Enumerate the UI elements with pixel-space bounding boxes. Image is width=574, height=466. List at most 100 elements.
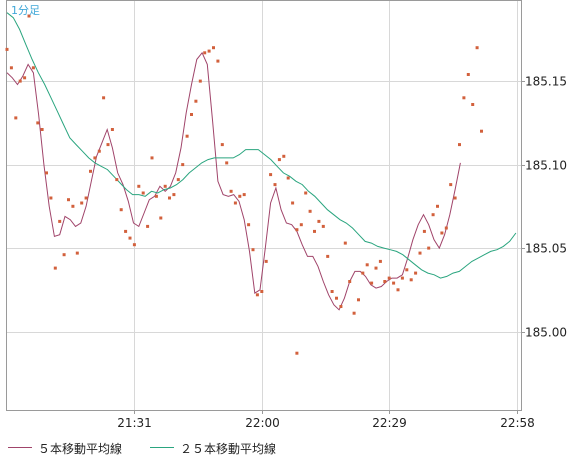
price-point <box>102 96 106 100</box>
price-point <box>260 290 264 293</box>
price-point <box>128 236 132 240</box>
price-point <box>365 263 369 267</box>
price-point <box>159 216 163 220</box>
price-point <box>229 189 233 193</box>
price-point <box>299 223 303 227</box>
price-point <box>106 143 110 147</box>
price-point <box>71 204 75 208</box>
price-point <box>400 276 404 280</box>
price-point <box>18 79 22 83</box>
price-point <box>194 99 198 103</box>
price-point <box>75 251 79 255</box>
price-point <box>427 246 431 250</box>
price-point <box>115 178 119 182</box>
price-point <box>422 229 426 233</box>
price-point <box>93 156 97 160</box>
price-point <box>277 158 281 162</box>
price-point <box>317 219 321 223</box>
price-point <box>190 113 193 116</box>
price-point <box>330 290 334 293</box>
x-tick-label: 22:29 <box>372 416 407 430</box>
price-point <box>176 178 180 182</box>
price-point <box>418 251 422 255</box>
price-point <box>132 243 136 247</box>
price-point <box>198 79 202 83</box>
price-point <box>449 183 453 187</box>
price-point <box>40 128 44 131</box>
price-point <box>163 184 167 188</box>
price-point <box>436 204 439 208</box>
price-point <box>357 298 360 302</box>
price-point <box>124 229 128 233</box>
price-point <box>154 194 158 198</box>
price-point <box>27 14 31 18</box>
price-point <box>352 311 356 315</box>
price-point <box>480 129 483 133</box>
price-point <box>84 196 88 200</box>
price-point <box>313 229 316 233</box>
price-point <box>207 49 211 53</box>
y-tick-label: 185.10 <box>525 159 567 173</box>
y-tick-label: 185.00 <box>525 326 567 340</box>
price-point <box>220 143 224 147</box>
legend-swatch-ma5 <box>8 447 32 448</box>
price-point <box>321 224 325 228</box>
price-point <box>466 73 470 76</box>
price-point <box>335 296 338 300</box>
legend-label-ma25: ２５本移動平均線 <box>180 442 277 456</box>
price-point <box>392 281 396 285</box>
x-tick-label: 21:31 <box>117 416 152 430</box>
price-point <box>45 171 48 175</box>
price-point <box>62 253 66 257</box>
price-point <box>80 201 84 205</box>
price-point <box>453 196 457 200</box>
price-point <box>233 201 237 205</box>
price-point <box>110 128 114 131</box>
price-point <box>5 47 9 51</box>
price-point <box>212 46 215 50</box>
price-point <box>286 176 290 180</box>
legend-swatch-ma25 <box>150 447 174 448</box>
price-point <box>273 183 277 187</box>
price-point <box>242 193 246 197</box>
price-point <box>431 213 435 217</box>
price-point <box>225 161 229 165</box>
price-point <box>150 156 154 160</box>
price-point <box>387 276 391 280</box>
price-point <box>414 271 418 275</box>
price-point <box>203 51 207 55</box>
price-point <box>31 66 35 70</box>
price-point <box>9 66 13 70</box>
price-point <box>343 241 347 245</box>
price-point <box>97 149 101 153</box>
points-layer <box>5 14 483 355</box>
price-point <box>405 268 409 272</box>
series-ma5-line <box>6 51 461 311</box>
price-point <box>49 196 53 200</box>
price-point <box>282 154 286 158</box>
price-point <box>141 191 145 195</box>
price-point <box>471 103 475 106</box>
price-point <box>146 224 150 228</box>
price-point <box>326 254 330 258</box>
axis-layer: 185.15 185.10 185.05 185.00 21:31 22:00 22:29 2… <box>117 75 567 431</box>
price-point <box>378 259 382 263</box>
price-point <box>440 231 444 235</box>
price-point <box>137 184 141 188</box>
price-point <box>308 209 312 213</box>
price-point <box>14 116 18 120</box>
price-point <box>23 76 27 80</box>
grid-layer <box>7 1 521 410</box>
price-point <box>67 198 70 202</box>
price-point <box>370 281 374 285</box>
price-point <box>361 271 365 275</box>
price-point <box>339 305 343 308</box>
series-ma25-line <box>6 12 517 279</box>
plot-area <box>6 0 522 411</box>
price-point <box>119 208 123 212</box>
y-tick-label: 185.15 <box>525 75 567 89</box>
price-point <box>168 196 171 200</box>
series-layer <box>6 12 517 311</box>
price-point <box>216 59 220 63</box>
